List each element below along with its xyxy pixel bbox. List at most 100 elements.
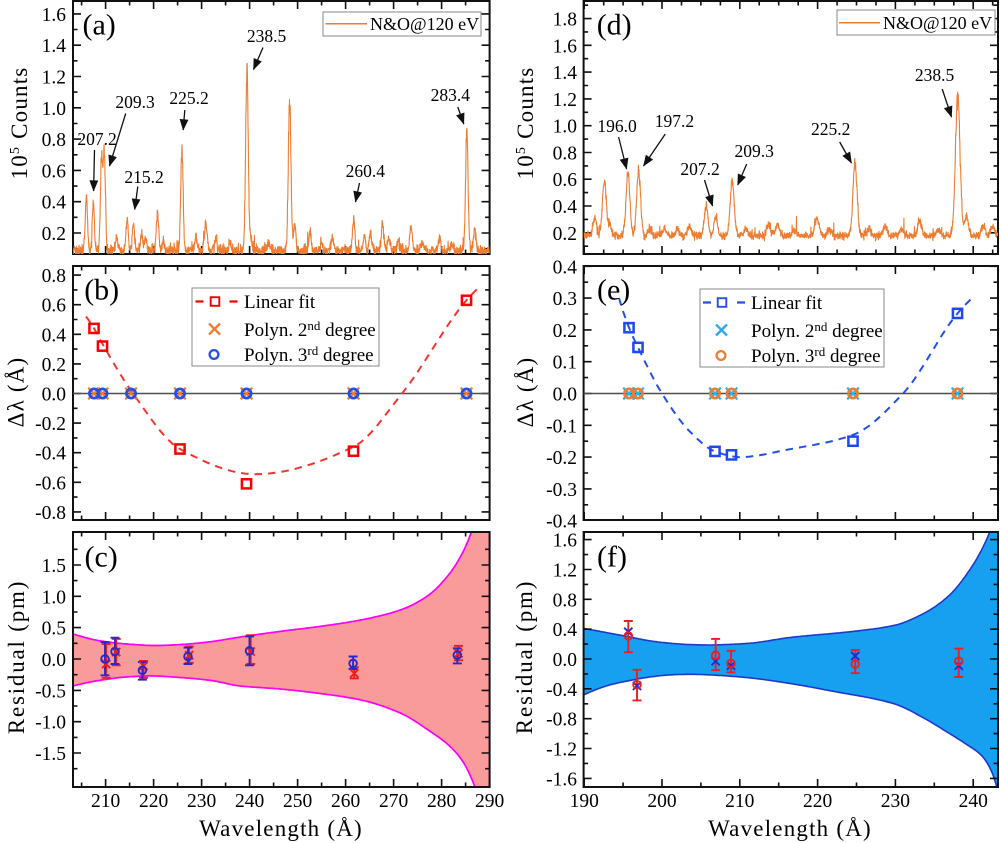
svg-text:1.4: 1.4 <box>42 36 67 57</box>
svg-text:(c): (c) <box>85 540 118 573</box>
svg-text:-0.5: -0.5 <box>35 681 66 702</box>
svg-text:0.4: 0.4 <box>553 257 578 278</box>
svg-text:1.2: 1.2 <box>553 90 577 111</box>
svg-text:-1.0: -1.0 <box>35 713 66 734</box>
svg-text:0.8: 0.8 <box>42 130 66 151</box>
svg-text:-1.2: -1.2 <box>546 740 577 761</box>
svg-text:238.5: 238.5 <box>247 26 287 46</box>
svg-text:105 Counts: 105 Counts <box>7 67 32 180</box>
svg-text:-0.6: -0.6 <box>35 473 66 494</box>
svg-text:N&O@120 eV: N&O@120 eV <box>370 14 479 34</box>
svg-text:-1.5: -1.5 <box>35 744 66 765</box>
svg-text:0.6: 0.6 <box>42 161 67 182</box>
svg-text:1.6: 1.6 <box>42 5 67 26</box>
svg-text:0.3: 0.3 <box>553 289 577 310</box>
svg-text:1.5: 1.5 <box>42 556 66 577</box>
svg-text:210: 210 <box>91 791 120 812</box>
svg-text:220: 220 <box>803 791 832 812</box>
svg-text:207.2: 207.2 <box>680 159 719 179</box>
svg-text:197.2: 197.2 <box>655 111 694 131</box>
svg-text:225.2: 225.2 <box>169 88 208 108</box>
svg-text:190: 190 <box>570 791 599 812</box>
svg-text:1.2: 1.2 <box>553 561 577 582</box>
svg-text:1.2: 1.2 <box>42 68 66 89</box>
svg-text:-1.6: -1.6 <box>546 769 577 790</box>
svg-text:-0.2: -0.2 <box>35 414 66 435</box>
svg-text:0.8: 0.8 <box>553 590 577 611</box>
svg-text:-0.3: -0.3 <box>546 480 577 501</box>
svg-text:0.0: 0.0 <box>553 385 577 406</box>
svg-text:0.0: 0.0 <box>553 650 577 671</box>
svg-text:Residual (pm): Residual (pm) <box>4 580 29 734</box>
svg-text:0.6: 0.6 <box>42 296 67 317</box>
svg-text:1.0: 1.0 <box>553 117 577 138</box>
svg-text:-0.4: -0.4 <box>35 444 66 465</box>
svg-text:230: 230 <box>187 791 216 812</box>
svg-text:(d): (d) <box>597 8 632 41</box>
svg-text:Polyn. 2nd degree: Polyn. 2nd degree <box>244 318 376 341</box>
svg-text:N&O@120 eV: N&O@120 eV <box>883 13 992 33</box>
svg-text:225.2: 225.2 <box>811 119 850 139</box>
svg-text:260.4: 260.4 <box>346 161 386 181</box>
svg-text:280: 280 <box>427 791 456 812</box>
svg-text:215.2: 215.2 <box>124 167 163 187</box>
svg-text:-0.1: -0.1 <box>546 416 577 437</box>
svg-text:220: 220 <box>139 791 168 812</box>
svg-text:0.5: 0.5 <box>42 619 66 640</box>
svg-text:0.8: 0.8 <box>553 144 577 165</box>
svg-text:209.3: 209.3 <box>115 92 155 112</box>
svg-text:-0.8: -0.8 <box>35 503 66 524</box>
svg-text:0.2: 0.2 <box>42 224 66 245</box>
svg-text:0.6: 0.6 <box>553 170 578 191</box>
svg-text:(e): (e) <box>597 274 630 307</box>
svg-text:Δλ (Å): Δλ (Å) <box>4 357 29 428</box>
svg-text:290: 290 <box>475 791 504 812</box>
svg-text:0.1: 0.1 <box>553 353 577 374</box>
svg-text:0.4: 0.4 <box>42 193 67 214</box>
svg-text:0.2: 0.2 <box>42 355 66 376</box>
svg-text:(f): (f) <box>597 540 627 573</box>
svg-text:1.8: 1.8 <box>553 10 577 31</box>
svg-text:0.2: 0.2 <box>553 321 577 342</box>
svg-text:-0.4: -0.4 <box>546 680 577 701</box>
svg-text:0.4: 0.4 <box>553 620 578 641</box>
svg-text:0.0: 0.0 <box>42 650 66 671</box>
svg-text:283.4: 283.4 <box>431 85 471 105</box>
svg-text:-0.4: -0.4 <box>546 512 577 533</box>
svg-text:(b): (b) <box>84 274 119 307</box>
svg-text:0.0: 0.0 <box>42 385 66 406</box>
svg-text:196.0: 196.0 <box>597 116 637 136</box>
svg-text:0.8: 0.8 <box>42 266 66 287</box>
svg-text:1.6: 1.6 <box>553 36 578 57</box>
svg-text:105 Counts: 105 Counts <box>513 67 538 180</box>
svg-text:1.0: 1.0 <box>42 587 66 608</box>
svg-text:238.5: 238.5 <box>915 65 955 85</box>
svg-text:0.4: 0.4 <box>553 197 578 218</box>
svg-text:270: 270 <box>379 791 408 812</box>
svg-text:Wavelength (Å): Wavelength (Å) <box>708 816 872 841</box>
svg-text:0.2: 0.2 <box>553 224 577 245</box>
svg-text:1.6: 1.6 <box>553 531 578 552</box>
svg-text:Δλ (Å): Δλ (Å) <box>513 357 538 428</box>
svg-text:Polyn. 2nd degree: Polyn. 2nd degree <box>751 319 883 342</box>
svg-text:210: 210 <box>725 791 754 812</box>
svg-text:Polyn. 3rd degree: Polyn. 3rd degree <box>751 344 881 367</box>
svg-text:-0.2: -0.2 <box>546 448 577 469</box>
svg-text:Linear fit: Linear fit <box>751 293 823 314</box>
svg-text:240: 240 <box>959 791 988 812</box>
svg-text:0.4: 0.4 <box>42 325 67 346</box>
svg-text:(a): (a) <box>83 8 116 41</box>
svg-text:250: 250 <box>283 791 312 812</box>
svg-text:Linear fit: Linear fit <box>244 292 316 313</box>
svg-text:Residual (pm): Residual (pm) <box>512 580 537 734</box>
svg-text:-0.8: -0.8 <box>546 710 577 731</box>
svg-text:240: 240 <box>235 791 264 812</box>
svg-text:209.3: 209.3 <box>735 141 775 161</box>
svg-text:260: 260 <box>331 791 360 812</box>
svg-text:Wavelength (Å): Wavelength (Å) <box>199 816 363 841</box>
svg-text:1.4: 1.4 <box>553 63 578 84</box>
svg-text:200: 200 <box>647 791 676 812</box>
svg-text:230: 230 <box>881 791 910 812</box>
svg-text:Polyn. 3rd degree: Polyn. 3rd degree <box>244 343 374 366</box>
svg-text:1.0: 1.0 <box>42 99 66 120</box>
